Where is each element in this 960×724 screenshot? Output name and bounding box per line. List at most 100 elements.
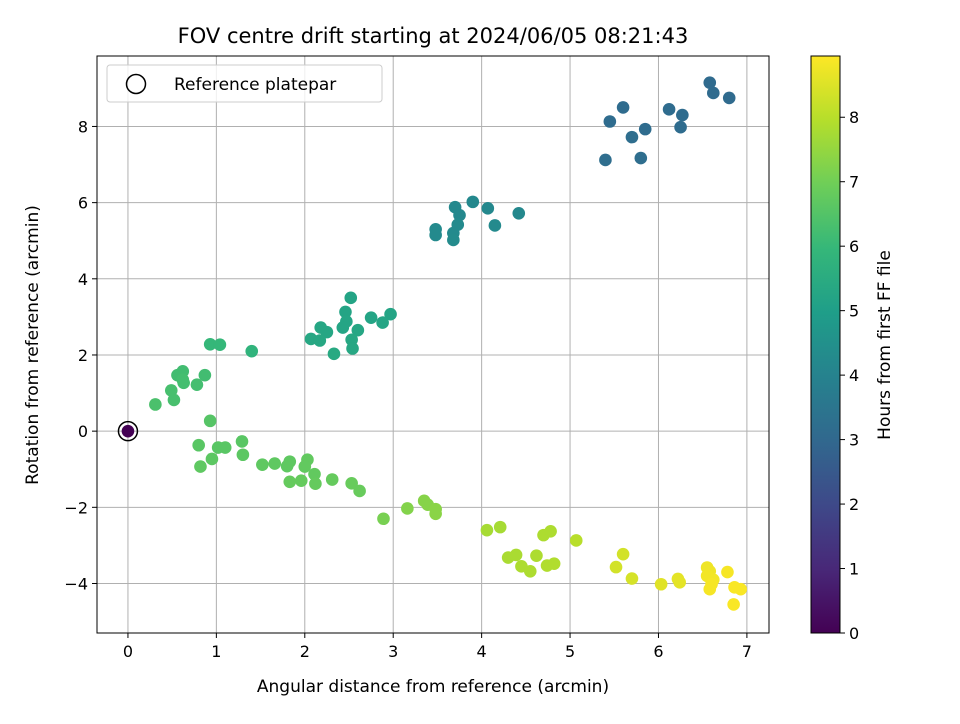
data-point	[283, 475, 297, 489]
legend-entry-reference-platepar: Reference platepar	[174, 75, 336, 95]
data-point	[177, 376, 190, 390]
data-point	[512, 206, 526, 220]
data-point	[294, 474, 308, 487]
data-point	[673, 576, 686, 589]
data-point	[401, 502, 414, 515]
data-point	[654, 577, 668, 591]
data-point	[734, 582, 748, 596]
data-point	[213, 338, 227, 351]
data-point	[530, 549, 543, 562]
data-point	[344, 291, 358, 305]
data-point	[706, 86, 720, 100]
data-point	[722, 91, 736, 105]
colorbar-tick-label: 1	[849, 560, 859, 579]
data-point	[609, 560, 623, 574]
data-point	[164, 384, 178, 397]
data-point	[377, 512, 390, 526]
y-tick-label: 6	[78, 194, 88, 213]
x-axis-ticks: 0 1 2 3 4 5 6 7	[123, 633, 752, 661]
colorbar-gradient	[810, 55, 841, 634]
data-point	[218, 441, 232, 454]
data-point	[313, 334, 327, 347]
x-tick-label: 3	[388, 642, 398, 661]
y-axis-ticks: −4 −2 0 2 4 6 8	[64, 117, 97, 593]
data-point	[283, 455, 297, 468]
legend-box	[106, 64, 383, 103]
x-tick-label: 0	[123, 642, 133, 661]
data-point	[638, 122, 652, 136]
x-tick-label: 5	[565, 642, 575, 661]
colorbar-tick-label: 8	[849, 108, 859, 127]
data-point	[509, 548, 523, 562]
colorbar-tick-label: 5	[849, 302, 859, 321]
data-point	[480, 523, 494, 537]
colorbar-tick-label: 0	[849, 624, 859, 643]
data-point	[268, 457, 282, 470]
legend: Reference platepar	[106, 64, 383, 103]
data-point	[384, 307, 397, 321]
data-point	[256, 458, 269, 471]
x-tick-label: 7	[742, 642, 752, 661]
data-point	[703, 582, 717, 596]
colorbar-tick-label: 4	[849, 366, 859, 385]
legend-marker-icon	[125, 73, 147, 95]
data-point	[336, 321, 350, 334]
data-points	[149, 76, 748, 611]
data-point	[345, 477, 358, 490]
y-tick-label: 8	[78, 117, 88, 136]
data-point	[353, 484, 366, 498]
x-axis-label: Angular distance from reference (arcmin)	[257, 677, 609, 697]
y-tick-label: −4	[64, 574, 88, 593]
colorbar-tick-label: 6	[849, 237, 859, 256]
x-tick-label: 1	[211, 642, 221, 661]
data-point	[339, 305, 352, 319]
data-point	[235, 435, 249, 448]
data-point	[346, 342, 359, 355]
y-tick-label: 0	[78, 422, 88, 441]
data-point	[429, 507, 442, 521]
data-point	[203, 414, 217, 428]
data-point	[544, 525, 557, 538]
y-tick-label: 4	[78, 270, 88, 289]
data-point	[523, 565, 537, 578]
data-point	[569, 534, 583, 547]
data-point	[676, 108, 689, 122]
colorbar: 0 1 2 3 4 5 6 7 8 Hours from first FF file	[810, 55, 895, 643]
data-point	[203, 338, 217, 351]
data-point	[674, 120, 687, 134]
data-point	[447, 233, 460, 247]
data-point	[616, 547, 630, 561]
x-tick-label: 4	[477, 642, 487, 661]
colorbar-tick-label: 2	[849, 495, 859, 514]
colorbar-tick-label: 7	[849, 173, 859, 192]
data-point	[149, 398, 162, 411]
data-point	[351, 323, 365, 337]
data-point	[205, 452, 219, 466]
data-point	[298, 460, 312, 473]
data-point	[703, 76, 717, 89]
data-point	[376, 316, 389, 329]
data-point	[190, 378, 204, 391]
data-point	[308, 467, 321, 481]
reference-ring	[117, 420, 139, 442]
data-point	[429, 228, 442, 242]
data-point	[493, 520, 507, 534]
colorbar-label: Hours from first FF file	[875, 250, 895, 440]
data-point	[309, 477, 322, 491]
colorbar-tick-label: 3	[849, 431, 859, 450]
chart-title: FOV centre drift starting at 2024/06/05 …	[178, 24, 689, 48]
reference-platepar-marker	[117, 420, 139, 442]
data-point	[662, 103, 676, 116]
data-point	[488, 219, 502, 232]
data-point	[466, 195, 480, 209]
data-point	[198, 368, 212, 382]
data-point	[167, 393, 181, 407]
data-point	[325, 473, 339, 486]
y-axis-label: Rotation from reference (arcmin)	[23, 205, 43, 485]
y-tick-label: 2	[78, 346, 88, 365]
colorbar-ticks: 0 1 2 3 4 5 6 7 8	[840, 108, 859, 643]
reference-point	[121, 424, 135, 438]
data-point	[236, 448, 250, 462]
